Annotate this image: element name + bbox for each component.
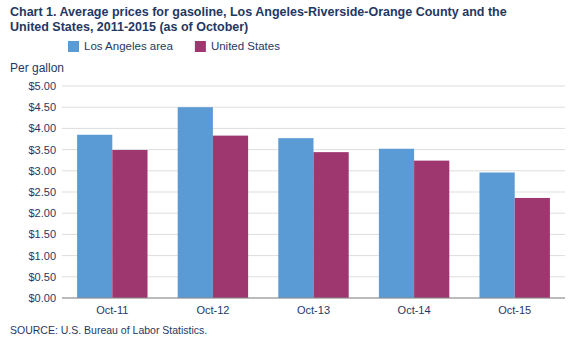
y-tick-label: $2.50	[28, 186, 56, 198]
grid-line	[62, 107, 565, 108]
legend: Los Angeles area United States	[68, 40, 280, 52]
y-tick-label: $4.50	[28, 101, 56, 113]
y-tick-label: $5.00	[28, 80, 56, 92]
title-line: United States, 2011-2015 (as of October)	[10, 20, 248, 34]
bar	[278, 138, 313, 298]
legend-swatch	[195, 41, 206, 52]
y-tick-label: $0.50	[28, 271, 56, 283]
grid-line	[62, 298, 565, 299]
legend-label: United States	[211, 40, 280, 52]
x-axis: Oct-11 Oct-12 Oct-13 Oct-14 Oct-15	[62, 298, 565, 316]
bar	[479, 172, 514, 298]
x-tick-label: Oct-11	[96, 304, 128, 316]
x-tick-label: Oct-15	[498, 304, 531, 316]
title-line: Chart 1. Average prices for gasoline, Lo…	[10, 5, 507, 19]
y-tick-label: $3.00	[28, 165, 56, 177]
x-tick-label: Oct-14	[398, 304, 431, 316]
bar	[178, 107, 213, 298]
bar	[314, 152, 349, 298]
y-tick-label: $3.50	[28, 144, 56, 156]
y-tick-label: $0.00	[28, 292, 56, 304]
chart: Chart 1. Average prices for gasoline, Lo…	[0, 0, 579, 340]
bar	[213, 136, 248, 298]
bars	[77, 107, 550, 298]
legend-swatch	[68, 41, 79, 52]
legend-label: Los Angeles area	[84, 40, 173, 52]
y-axis: $0.00 $0.50 $1.00 $1.50 $2.00 $2.50 $3.00 $3.50…	[28, 80, 565, 304]
y-tick-label: $4.00	[28, 122, 56, 134]
y-tick-label: $1.50	[28, 228, 56, 240]
grid-line	[62, 86, 565, 87]
bar	[515, 198, 550, 298]
y-tick-label: $2.00	[28, 207, 56, 219]
grid-line	[62, 128, 565, 129]
x-tick-label: Oct-12	[196, 304, 229, 316]
y-tick-label: $1.00	[28, 250, 56, 262]
bar	[112, 150, 147, 298]
bar	[414, 161, 449, 298]
bar	[379, 149, 414, 298]
source-note: SOURCE: U.S. Bureau of Labor Statistics.	[10, 324, 207, 336]
x-tick-label: Oct-13	[297, 304, 330, 316]
bar	[77, 135, 112, 298]
x-axis-line	[62, 298, 565, 299]
title: Chart 1. Average prices for gasoline, Lo…	[10, 5, 507, 34]
y-axis-label: Per gallon	[10, 61, 64, 75]
